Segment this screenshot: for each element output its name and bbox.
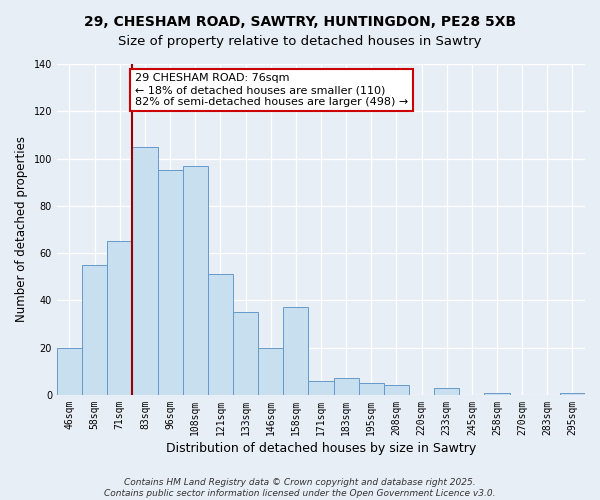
Text: Contains HM Land Registry data © Crown copyright and database right 2025.
Contai: Contains HM Land Registry data © Crown c… — [104, 478, 496, 498]
Text: 29, CHESHAM ROAD, SAWTRY, HUNTINGDON, PE28 5XB: 29, CHESHAM ROAD, SAWTRY, HUNTINGDON, PE… — [84, 15, 516, 29]
Bar — [560, 392, 585, 395]
Bar — [233, 312, 258, 395]
Bar — [182, 166, 208, 395]
Y-axis label: Number of detached properties: Number of detached properties — [15, 136, 28, 322]
Bar — [384, 386, 409, 395]
Bar — [158, 170, 182, 395]
Bar — [434, 388, 459, 395]
Bar — [82, 265, 107, 395]
Text: 29 CHESHAM ROAD: 76sqm
← 18% of detached houses are smaller (110)
82% of semi-de: 29 CHESHAM ROAD: 76sqm ← 18% of detached… — [135, 74, 408, 106]
Bar — [283, 308, 308, 395]
Bar — [133, 146, 158, 395]
Bar — [208, 274, 233, 395]
Bar — [334, 378, 359, 395]
Text: Size of property relative to detached houses in Sawtry: Size of property relative to detached ho… — [118, 35, 482, 48]
Bar — [359, 383, 384, 395]
Bar — [258, 348, 283, 395]
Bar — [484, 392, 509, 395]
Bar — [57, 348, 82, 395]
Bar — [308, 381, 334, 395]
Bar — [107, 242, 133, 395]
X-axis label: Distribution of detached houses by size in Sawtry: Distribution of detached houses by size … — [166, 442, 476, 455]
